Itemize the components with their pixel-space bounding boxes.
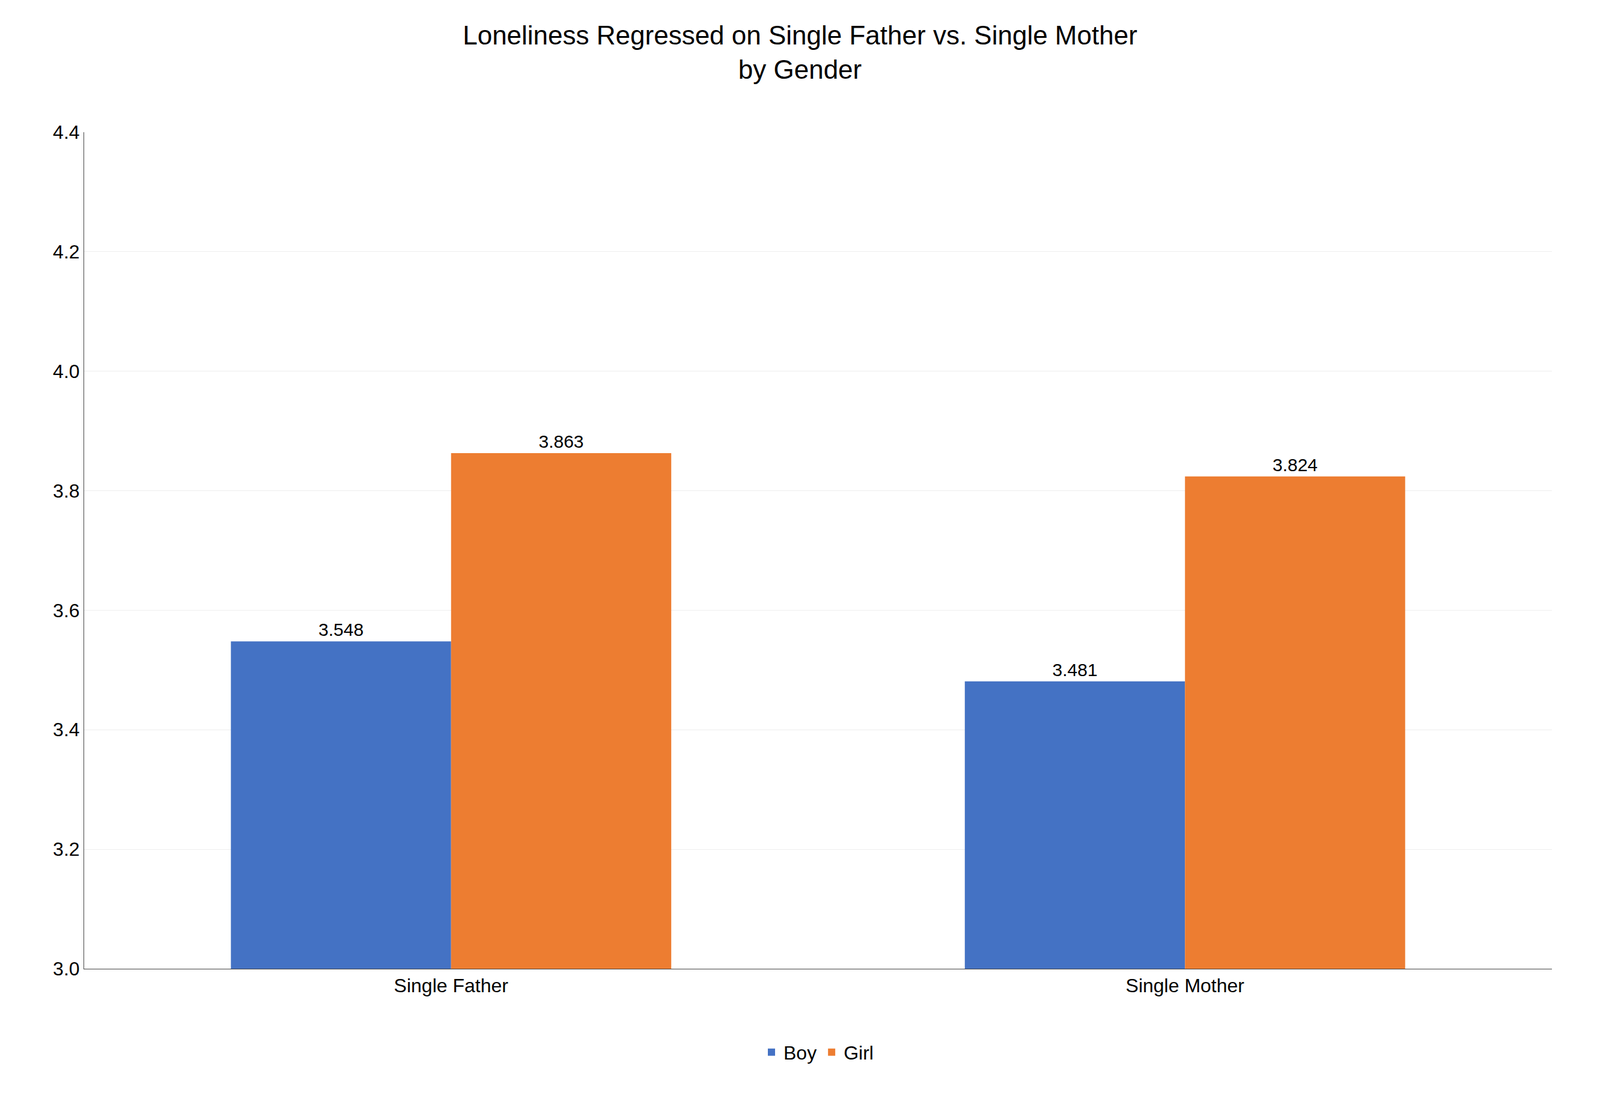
svg-text:Single Mother: Single Mother [1125,974,1245,997]
svg-text:3.481: 3.481 [1052,659,1098,680]
svg-text:3.548: 3.548 [318,619,364,640]
svg-text:3.8: 3.8 [52,480,80,502]
svg-text:3.4: 3.4 [52,718,80,741]
svg-text:Single Father: Single Father [394,974,509,997]
svg-text:Boy: Boy [783,1041,817,1064]
svg-text:3.2: 3.2 [52,838,80,860]
svg-text:Girl: Girl [843,1041,874,1064]
svg-text:3.824: 3.824 [1272,454,1318,475]
svg-text:4.4: 4.4 [52,121,80,143]
svg-text:4.2: 4.2 [52,240,80,263]
svg-text:3.0: 3.0 [52,957,80,980]
svg-text:3.863: 3.863 [538,431,584,452]
svg-text:Loneliness Regressed on Single: Loneliness Regressed on Single Father vs… [462,20,1138,85]
svg-text:3.6: 3.6 [52,599,80,622]
svg-text:4.0: 4.0 [52,360,80,383]
